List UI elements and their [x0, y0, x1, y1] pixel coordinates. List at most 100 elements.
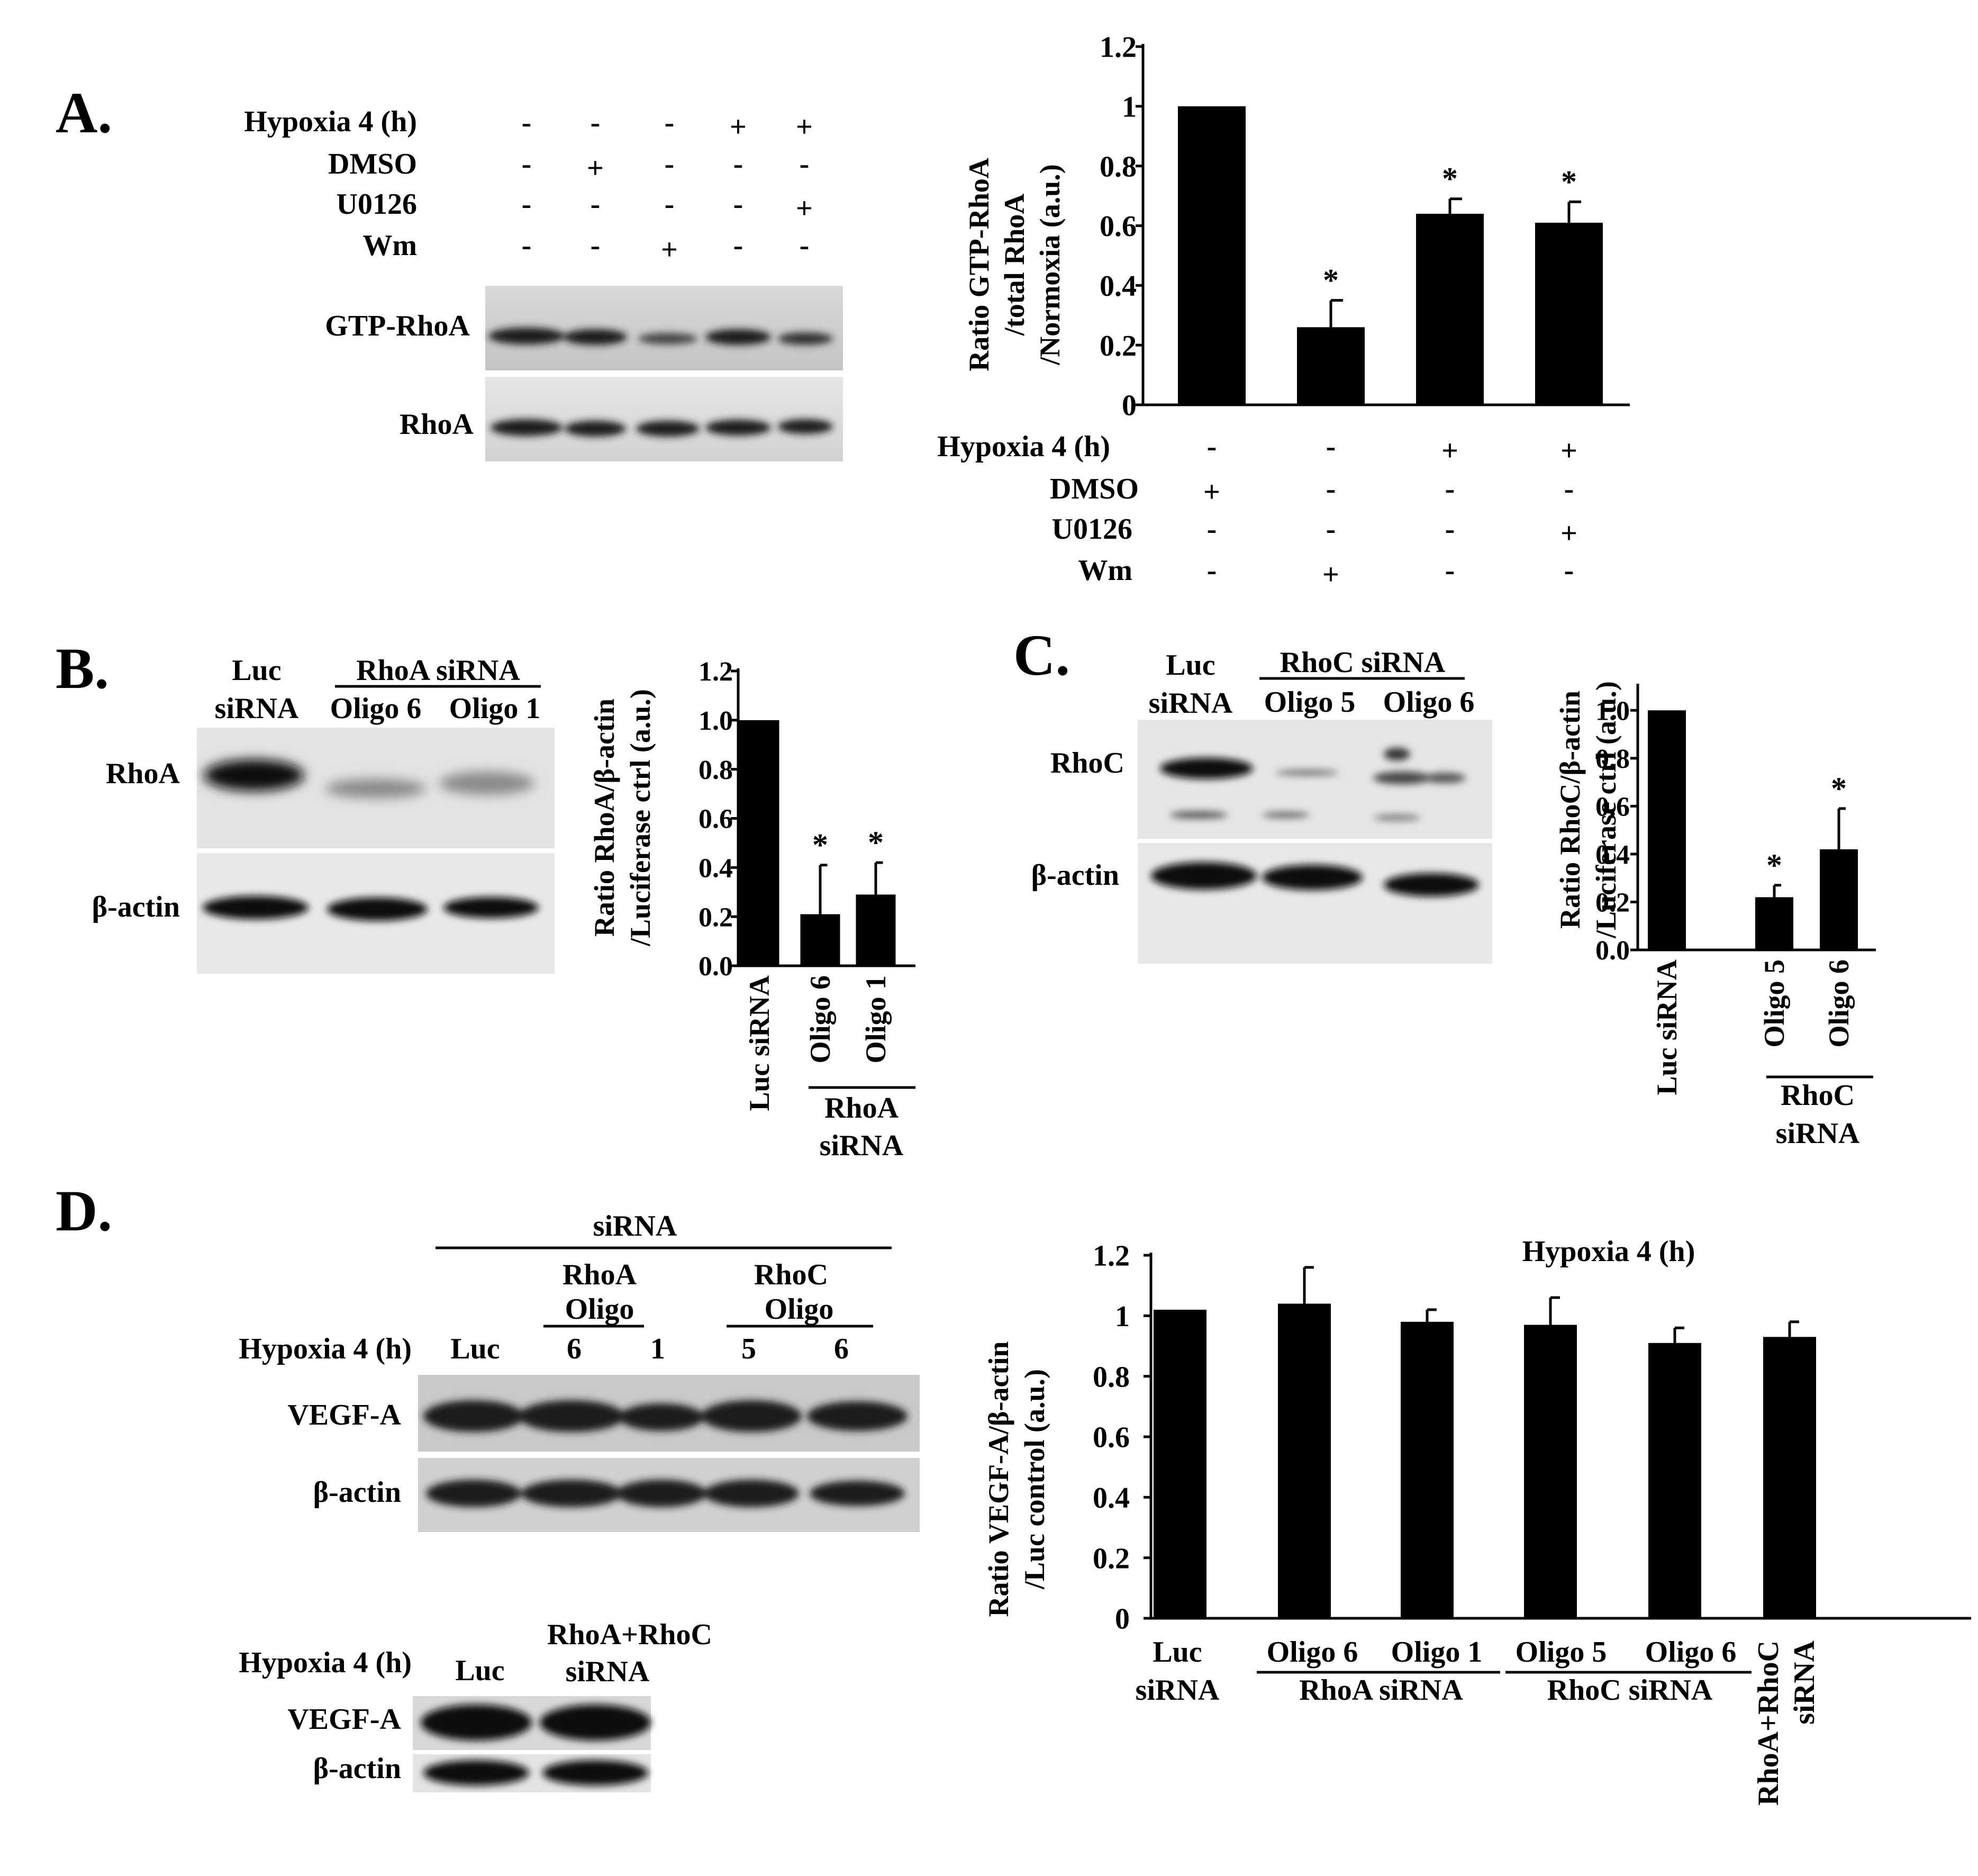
bar	[1401, 1321, 1454, 1618]
y-tick-label: 0.8	[1595, 744, 1630, 774]
lane-label: Oligo 6	[1383, 686, 1475, 719]
blot-bands	[1151, 862, 1479, 896]
bar	[1524, 1325, 1577, 1618]
bar	[739, 720, 779, 966]
category-label: Luc siRNA	[743, 975, 775, 1111]
group-label: RhoC	[1781, 1079, 1855, 1112]
treatment-mark: +	[796, 192, 813, 225]
y-tick-label: 0.8	[1100, 150, 1137, 183]
y-tick-label: 1	[1115, 1300, 1130, 1333]
treatment-mark: -	[1445, 473, 1455, 505]
treatment-mark: +	[1441, 434, 1458, 467]
group-label: Oligo	[565, 1293, 634, 1326]
y-tick-label: 0.8	[698, 755, 733, 785]
lane-label: RhoA+RhoC	[547, 1618, 712, 1651]
lane-label: siRNA	[1149, 687, 1233, 720]
panel-b-letter: B.	[56, 636, 109, 701]
treatment-label: Wm	[362, 229, 417, 262]
blot-bands	[423, 1400, 908, 1432]
treatment-mark: -	[1445, 513, 1455, 546]
panel-c-lane-labels: Luc siRNA RhoC siRNA Oligo 5 Oligo 6	[1149, 646, 1475, 720]
y-tick-label: 0.0	[1595, 936, 1630, 966]
y-tick-label: 0.4	[1100, 270, 1137, 303]
treatment-mark: -	[665, 148, 675, 180]
lane-label: Luc	[450, 1333, 500, 1365]
y-tick-label: 0.2	[1100, 330, 1137, 362]
lane-label: 6	[834, 1333, 849, 1365]
panel-a-chart-ylabel: Ratio GTP-RhoA /total RhoA /Normoxia (a.…	[963, 158, 1066, 371]
panel-a: A. Hypoxia 4 (h) DMSO U0126 Wm - - - + +…	[56, 31, 1630, 591]
y-tick-label: 0.2	[698, 902, 733, 932]
panel-b-group-label: RhoA siRNA	[809, 1086, 915, 1162]
bar	[1416, 213, 1484, 405]
group-label: Oligo	[765, 1293, 834, 1326]
panel-d-lane-labels: siRNA RhoA Oligo RhoC Oligo Hypoxia 4 (h…	[239, 1210, 892, 1365]
panel-a-blot-treatment-table: Hypoxia 4 (h) DMSO U0126 Wm - - - + + - …	[244, 105, 813, 266]
treatment-mark: +	[1203, 476, 1220, 509]
group-label: RhoA siRNA	[1299, 1674, 1463, 1707]
panel-b-lane-labels: Luc siRNA RhoA siRNA Oligo 6 Oligo 1	[215, 654, 541, 725]
y-tick-label: 0.4	[1595, 840, 1630, 870]
panel-a-chart: 0 0.2 0.4 0.6 0.8 1 1.2 * * *	[1100, 31, 1630, 422]
panel-c-letter: C.	[1013, 623, 1070, 687]
lane-label: Luc	[1166, 649, 1215, 682]
treatment-mark: +	[661, 233, 678, 266]
bar	[1763, 1337, 1816, 1618]
blot-label-rhoa: RhoA	[400, 408, 474, 441]
blot-bands	[488, 328, 833, 345]
panel-a-letter: A.	[56, 80, 112, 145]
panel-b-chart: 0.0 0.2 0.4 0.6 0.8 1.0 1.2 Luc siRNA * Oligo 6 * O…	[698, 657, 915, 1111]
treatment-mark: -	[1564, 554, 1574, 587]
category-label: siRNA	[1136, 1674, 1220, 1707]
y-tick-label: 1.0	[1595, 696, 1630, 726]
treatment-label: Hypoxia 4 (h)	[244, 105, 417, 138]
lane-label: Luc	[455, 1654, 504, 1687]
treatment-label: DMSO	[328, 148, 417, 180]
treatment-mark: -	[1207, 430, 1217, 463]
treatment-mark: -	[733, 188, 743, 221]
significance-marker: *	[1323, 263, 1339, 298]
y-axis-label: /Luc control (a.u.)	[1019, 1369, 1050, 1590]
blot-label-actin: β-actin	[313, 1476, 401, 1509]
treatment-mark: +	[587, 152, 604, 185]
treatment-mark: -	[665, 106, 675, 139]
bar	[1535, 222, 1603, 405]
treatment-label: Wm	[1078, 554, 1132, 587]
category-label: Oligo 5	[1758, 959, 1790, 1048]
lane-label: Oligo 6	[330, 692, 422, 725]
significance-marker: *	[1561, 164, 1577, 199]
panel-d: D. siRNA RhoA Oligo RhoC Oligo Hypoxia 4…	[56, 1179, 1971, 1806]
treatment-mark: -	[1207, 554, 1217, 587]
y-tick-label: 0	[1122, 389, 1137, 422]
panel-d-chart: 0 0.2 0.4 0.6 0.8 1 1.2	[1093, 1240, 1971, 1636]
blot-bands	[426, 1480, 905, 1507]
category-label: Oligo 6	[804, 975, 836, 1064]
blot-label-rhoa: RhoA	[106, 757, 180, 790]
treatment-mark: -	[800, 229, 810, 262]
lane-label: Oligo 1	[449, 692, 541, 725]
group-label: RhoA	[824, 1092, 899, 1125]
group-label: RhoA	[562, 1258, 637, 1291]
y-tick-label: 0.2	[1595, 888, 1630, 918]
bar	[1178, 106, 1246, 405]
treatment-mark: -	[733, 229, 743, 262]
group-label: siRNA	[1776, 1117, 1860, 1150]
sirna-header: siRNA	[593, 1210, 677, 1243]
y-axis-label: Ratio VEGF-A/β-actin	[983, 1342, 1014, 1617]
bar	[1648, 710, 1686, 950]
group-label: siRNA	[820, 1129, 904, 1162]
blot-image-actin	[1138, 843, 1492, 964]
blot-label-actin: β-actin	[92, 891, 180, 923]
blot-bands	[204, 759, 534, 798]
blot-label-vegf: VEGF-A	[287, 1399, 401, 1431]
treatment-mark: -	[1207, 513, 1217, 546]
panel-a-blot: GTP-RhoA RhoA	[325, 286, 843, 461]
blot-bands	[421, 1705, 651, 1741]
y-tick-label: 1	[1122, 90, 1137, 123]
hypoxia-label: Hypoxia 4 (h)	[239, 1646, 412, 1679]
y-tick-label: 0.6	[1100, 210, 1137, 243]
category-label: siRNA	[1788, 1640, 1821, 1724]
treatment-label: Hypoxia 4 (h)	[937, 430, 1110, 463]
category-label: Oligo 6	[1645, 1636, 1737, 1669]
blot-label-actin: β-actin	[313, 1752, 401, 1785]
